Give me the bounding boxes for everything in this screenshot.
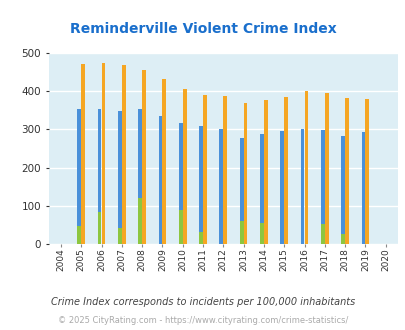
Bar	[219, 129, 223, 244]
Bar	[320, 224, 324, 244]
Text: Crime Index corresponds to incidents per 100,000 inhabitants: Crime Index corresponds to incidents per…	[51, 297, 354, 307]
Bar	[162, 79, 166, 244]
Bar	[198, 125, 202, 244]
Bar	[178, 210, 182, 244]
Bar	[239, 138, 243, 244]
Bar	[259, 134, 263, 244]
Bar	[320, 130, 324, 244]
Bar	[340, 136, 344, 244]
Bar	[364, 99, 369, 244]
Bar	[117, 228, 121, 244]
Bar	[280, 131, 283, 244]
Bar	[178, 123, 182, 244]
Bar	[263, 100, 267, 244]
Bar	[202, 95, 207, 244]
Bar	[182, 89, 186, 244]
Bar	[81, 64, 85, 244]
Bar	[142, 70, 145, 244]
Bar	[138, 198, 142, 244]
Bar	[77, 110, 81, 244]
Bar	[304, 91, 308, 244]
Bar	[259, 223, 263, 244]
Text: Reminderville Violent Crime Index: Reminderville Violent Crime Index	[69, 22, 336, 36]
Bar	[158, 116, 162, 244]
Text: © 2025 CityRating.com - https://www.cityrating.com/crime-statistics/: © 2025 CityRating.com - https://www.city…	[58, 316, 347, 325]
Bar	[101, 63, 105, 244]
Bar	[117, 111, 121, 244]
Bar	[223, 96, 226, 244]
Bar	[198, 232, 202, 244]
Bar	[340, 234, 344, 244]
Bar	[77, 226, 81, 244]
Bar	[138, 110, 142, 244]
Bar	[284, 97, 287, 244]
Bar	[122, 65, 125, 244]
Bar	[344, 98, 348, 244]
Bar	[97, 110, 101, 244]
Bar	[360, 132, 364, 244]
Bar	[324, 93, 328, 244]
Bar	[239, 221, 243, 244]
Bar	[243, 103, 247, 244]
Bar	[300, 129, 304, 244]
Bar	[97, 213, 101, 244]
